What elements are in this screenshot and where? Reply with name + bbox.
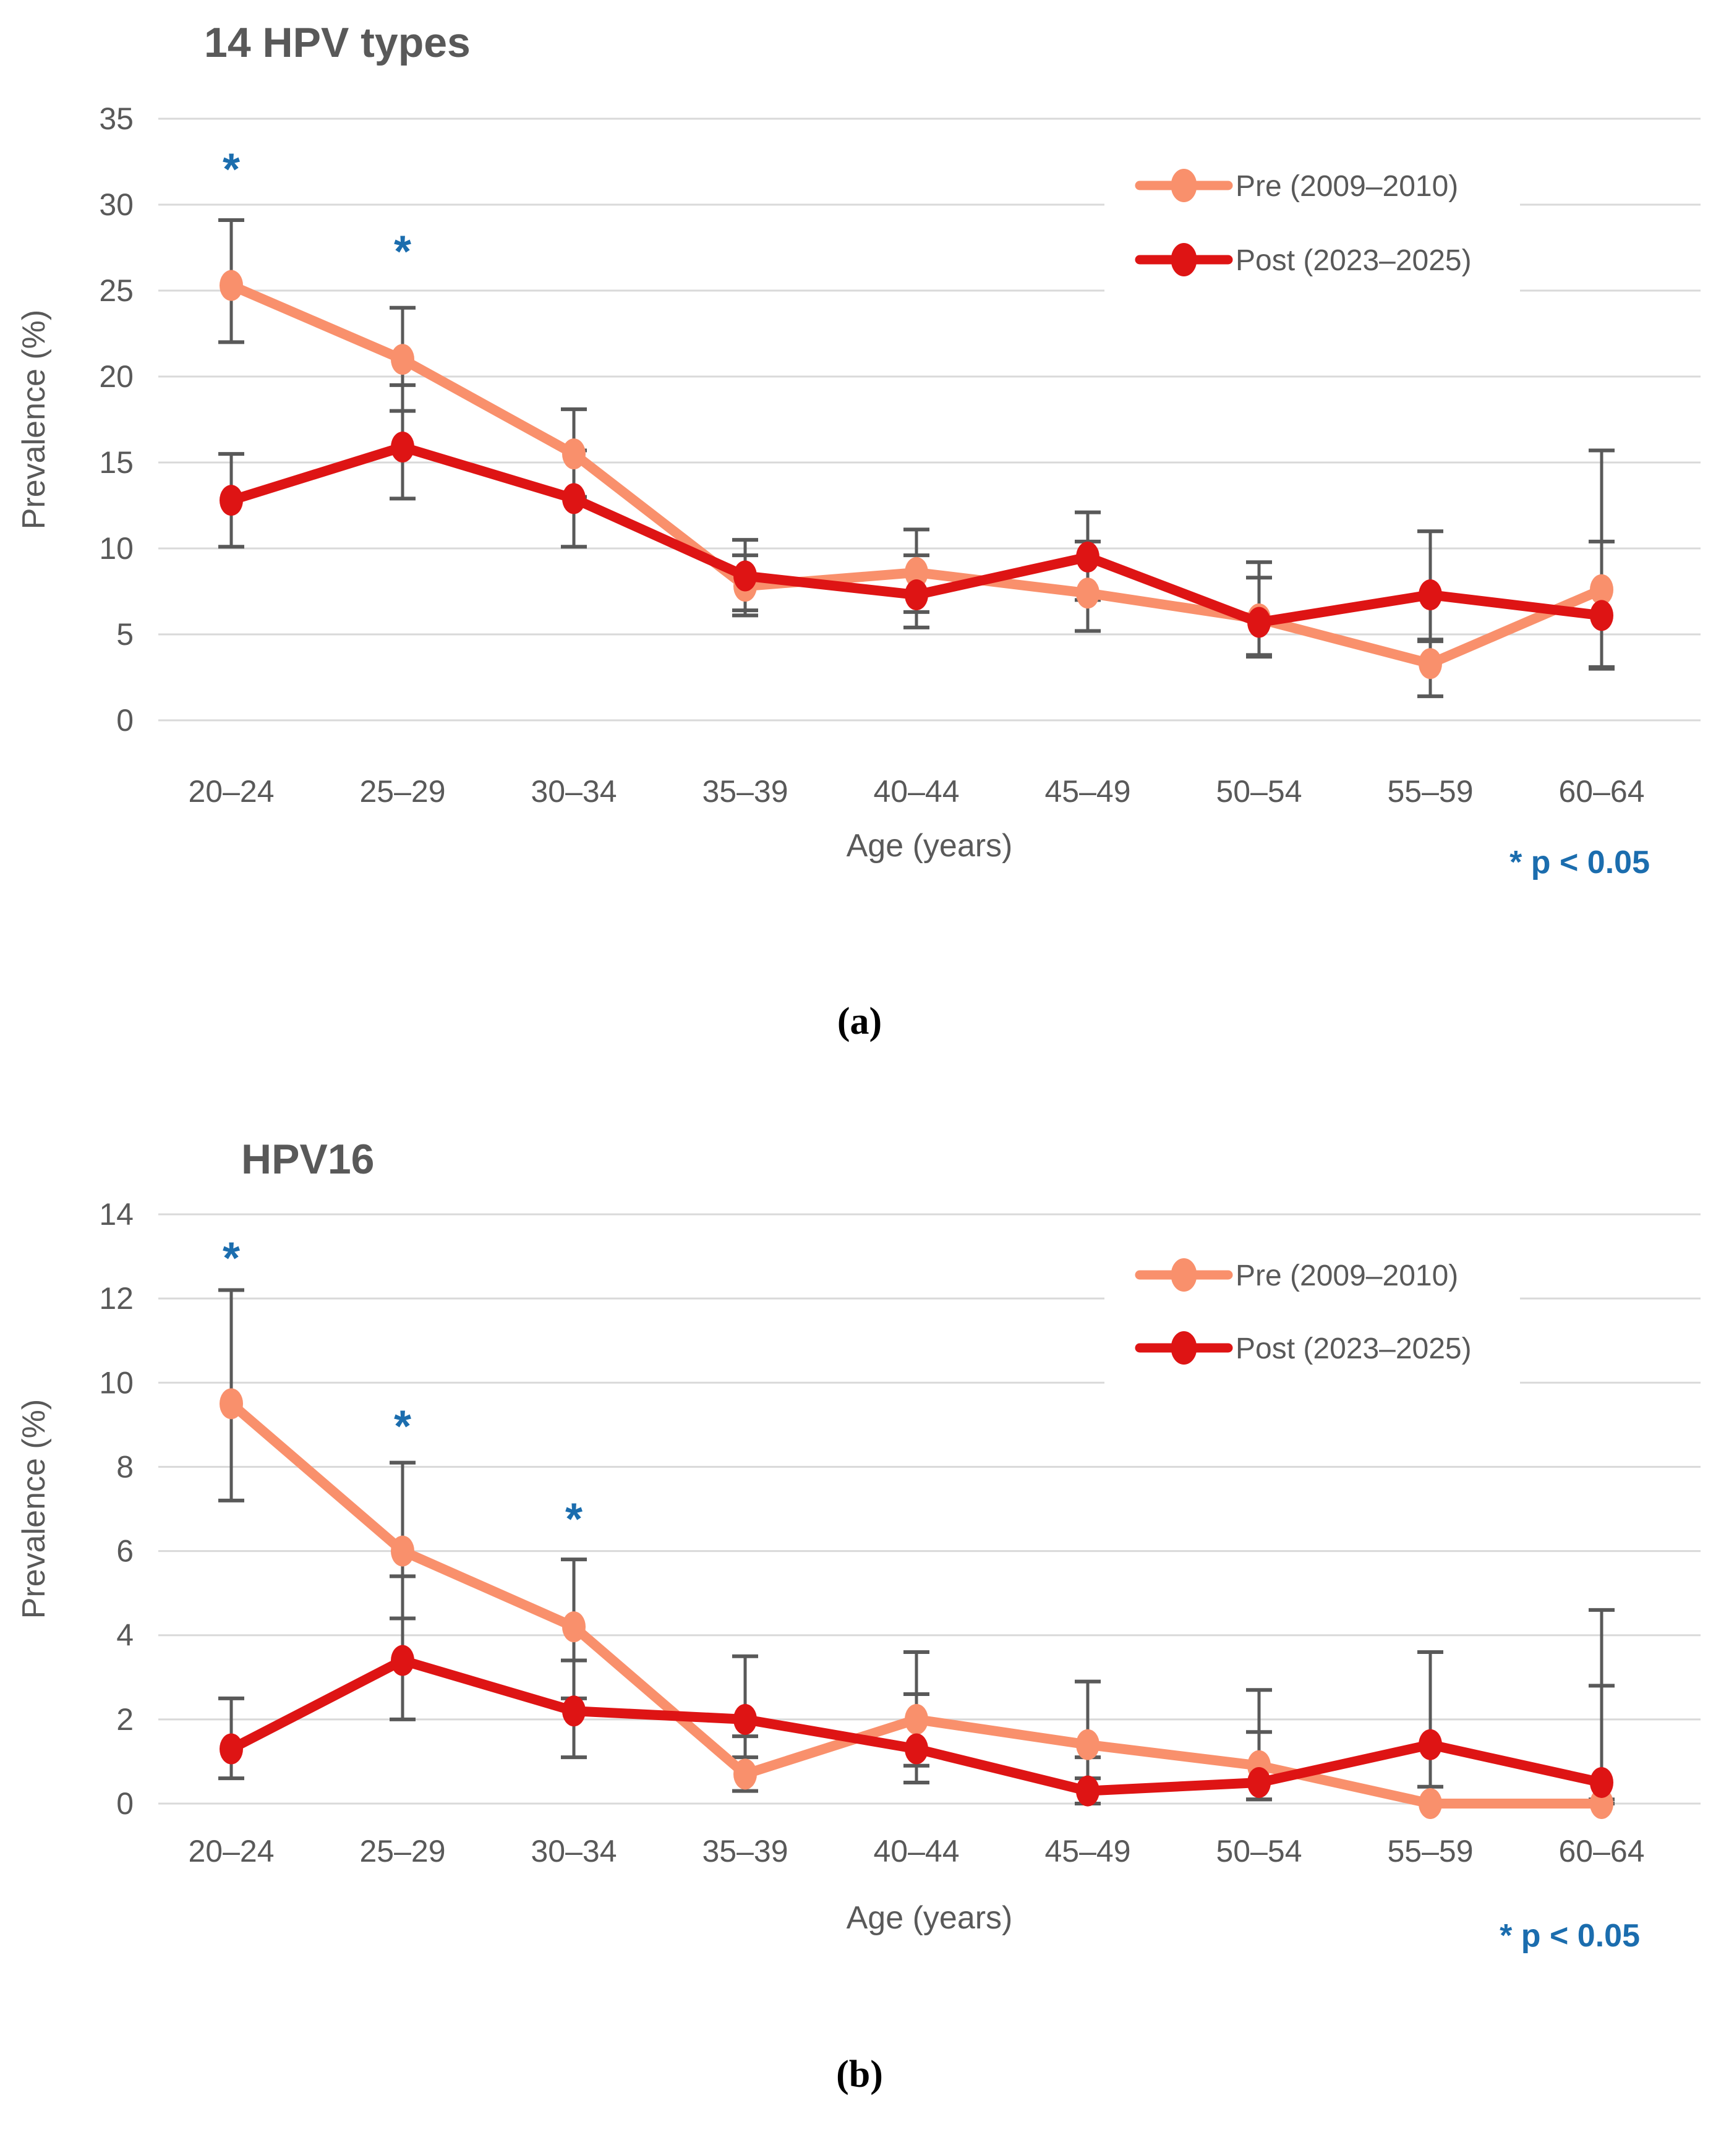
y-tick-label-10: 10: [99, 1365, 134, 1400]
x-axis-title: Age (years): [847, 1900, 1013, 1936]
panel-label-(a): (a): [837, 1000, 882, 1042]
data-point-pre-25–29: [391, 344, 414, 375]
legend-marker-post: [1171, 243, 1197, 276]
data-point-post-20–24: [220, 1733, 243, 1765]
y-tick-label-20: 20: [99, 359, 134, 394]
y-axis-title: Prevalence (%): [16, 310, 52, 529]
y-tick-label-14: 14: [99, 1197, 134, 1232]
chart-title-(b): HPV16: [241, 1136, 374, 1183]
data-point-pre-20–24: [220, 270, 243, 301]
y-tick-label-0: 0: [116, 1786, 134, 1821]
x-tick-label-8: 60–64: [1558, 774, 1644, 809]
legend-marker-pre: [1171, 1258, 1197, 1292]
x-tick-label-3: 35–39: [702, 774, 788, 809]
data-point-post-60–64: [1590, 600, 1613, 631]
legend-label-post: Post (2023–2025): [1236, 1332, 1472, 1365]
y-tick-label-6: 6: [116, 1534, 134, 1569]
x-tick-label-5: 45–49: [1044, 774, 1130, 809]
y-tick-label-2: 2: [116, 1702, 134, 1737]
x-tick-label-3: 35–39: [702, 1834, 788, 1868]
x-tick-label-0: 20–24: [188, 774, 274, 809]
data-point-post-30–34: [562, 1695, 586, 1727]
data-point-pre-35–39: [733, 1758, 757, 1790]
significance-asterisk-25–29: *: [394, 228, 411, 277]
data-point-pre-60–64: [1590, 574, 1613, 605]
data-point-post-55–59: [1419, 579, 1442, 611]
data-point-pre-20–24: [220, 1388, 243, 1420]
x-axis-title: Age (years): [847, 828, 1013, 864]
x-tick-label-6: 50–54: [1216, 1834, 1302, 1868]
data-point-post-40–44: [905, 1733, 928, 1765]
data-point-pre-30–34: [562, 438, 586, 470]
significance-asterisk-25–29: *: [394, 1402, 411, 1452]
legend-label-pre: Pre (2009–2010): [1236, 1259, 1458, 1292]
data-point-pre-30–34: [562, 1611, 586, 1643]
y-axis-title: Prevalence (%): [16, 1399, 52, 1619]
x-tick-label-2: 30–34: [531, 1834, 617, 1868]
x-tick-label-1: 25–29: [359, 1834, 445, 1868]
p-value-note: * p < 0.05: [1509, 845, 1650, 880]
data-point-post-20–24: [220, 485, 243, 516]
x-tick-label-2: 30–34: [531, 774, 617, 809]
data-point-post-40–44: [905, 579, 928, 611]
data-point-pre-40–44: [905, 1703, 928, 1735]
data-point-post-45–49: [1076, 1775, 1099, 1807]
data-point-pre-25–29: [391, 1535, 414, 1567]
significance-asterisk-20–24: *: [223, 145, 240, 194]
data-point-post-35–39: [733, 560, 757, 592]
data-point-post-35–39: [733, 1703, 757, 1735]
x-tick-label-1: 25–29: [359, 774, 445, 809]
data-point-post-25–29: [391, 431, 414, 462]
data-point-pre-45–49: [1076, 1729, 1099, 1760]
x-tick-label-4: 40–44: [873, 774, 959, 809]
x-tick-label-0: 20–24: [188, 1834, 274, 1868]
y-tick-label-35: 35: [99, 101, 134, 136]
data-point-post-55–59: [1419, 1729, 1442, 1760]
y-tick-label-12: 12: [99, 1281, 134, 1316]
y-tick-label-0: 0: [116, 703, 134, 738]
legend-marker-post: [1171, 1331, 1197, 1365]
data-point-pre-55–59: [1419, 648, 1442, 680]
x-tick-label-8: 60–64: [1558, 1834, 1644, 1868]
y-tick-label-5: 5: [116, 617, 134, 652]
data-point-pre-40–44: [905, 556, 928, 588]
y-tick-label-8: 8: [116, 1449, 134, 1484]
legend-label-pre: Pre (2009–2010): [1236, 170, 1458, 203]
data-point-post-60–64: [1590, 1766, 1613, 1798]
y-tick-label-25: 25: [99, 273, 134, 308]
x-tick-label-4: 40–44: [873, 1834, 959, 1868]
data-point-pre-45–49: [1076, 577, 1099, 609]
legend-background: [1104, 1235, 1520, 1390]
data-point-post-50–54: [1247, 607, 1271, 638]
x-tick-label-7: 55–59: [1387, 1834, 1473, 1868]
significance-asterisk-20–24: *: [223, 1234, 240, 1283]
chart-title-(a): 14 HPV types: [204, 19, 471, 66]
y-tick-label-4: 4: [116, 1618, 134, 1653]
legend-marker-pre: [1171, 169, 1197, 202]
p-value-note: * p < 0.05: [1500, 1918, 1640, 1954]
x-tick-label-7: 55–59: [1387, 774, 1473, 809]
data-point-post-25–29: [391, 1645, 414, 1676]
data-point-post-30–34: [562, 483, 586, 514]
y-tick-label-15: 15: [99, 445, 134, 480]
significance-asterisk-30–34: *: [565, 1494, 583, 1544]
data-point-post-50–54: [1247, 1766, 1271, 1798]
legend-label-post: Post (2023–2025): [1236, 244, 1472, 277]
data-point-pre-55–59: [1419, 1788, 1442, 1819]
data-point-post-45–49: [1076, 541, 1099, 573]
x-tick-label-6: 50–54: [1216, 774, 1302, 809]
panel-label-(b): (b): [836, 2053, 883, 2095]
legend-background: [1104, 141, 1520, 300]
y-tick-label-10: 10: [99, 531, 134, 566]
y-tick-label-30: 30: [99, 187, 134, 222]
x-tick-label-5: 45–49: [1044, 1834, 1130, 1868]
